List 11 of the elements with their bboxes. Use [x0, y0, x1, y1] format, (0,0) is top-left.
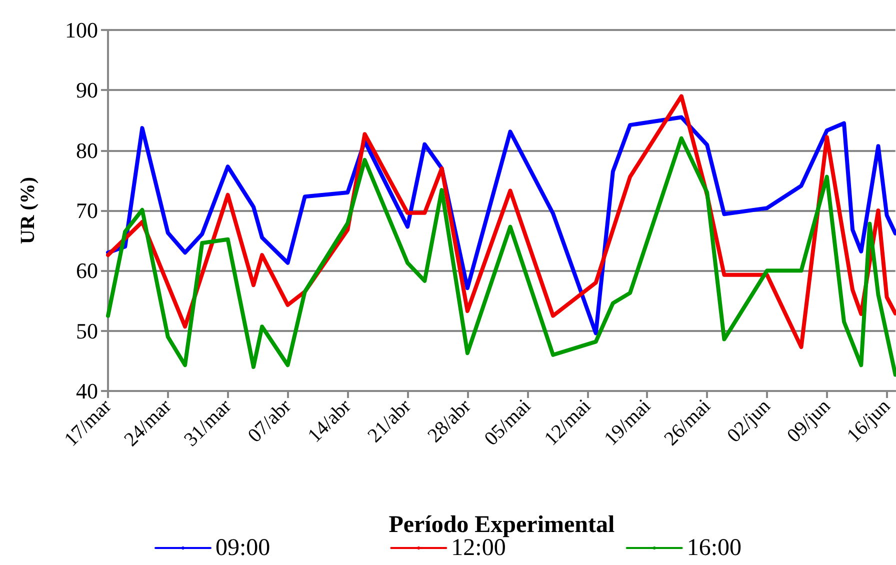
- y-axis-title: UR (%): [17, 176, 39, 244]
- x-axis-title: Período Experimental: [388, 512, 615, 538]
- legend-label: 16:00: [686, 535, 742, 561]
- y-tick-label: 80: [76, 138, 98, 163]
- y-tick-label: 90: [76, 78, 98, 103]
- y-tick-label: 100: [65, 18, 98, 42]
- y-tick-label: 60: [76, 258, 98, 284]
- y-tick-label: 40: [76, 378, 98, 404]
- legend-label: 09:00: [216, 535, 270, 561]
- y-tick-label: 70: [76, 198, 98, 223]
- y-tick-label: 50: [76, 318, 98, 344]
